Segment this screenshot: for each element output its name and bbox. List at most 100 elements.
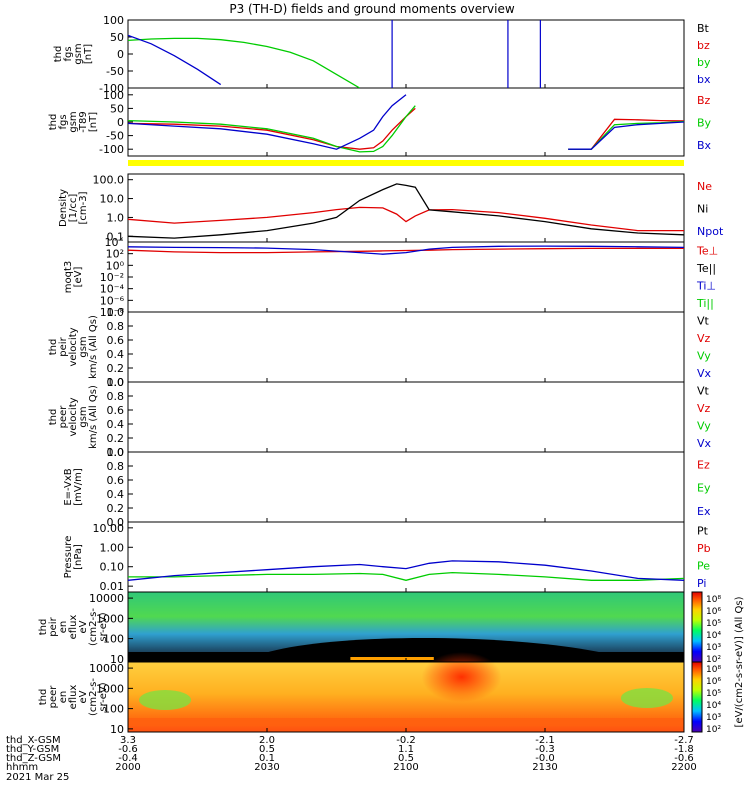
xaxis-row-value: -2.7 xyxy=(674,735,694,746)
series-group-fgs_dipole xyxy=(128,94,684,153)
xaxis-row-value: -0.6 xyxy=(674,753,694,764)
colorbar-tick-label: 10³ xyxy=(706,713,721,723)
legend-entry: Vz xyxy=(697,402,711,415)
colorbar-tick-label: 10² xyxy=(706,655,721,665)
y-axis-label-line: peir xyxy=(48,616,59,636)
y-axis-label-line: [mV/m] xyxy=(73,468,84,506)
y-axis-label-line: thd xyxy=(38,619,49,636)
xaxis-row-value: 2030 xyxy=(254,762,279,773)
y-tick-label: 1.0 xyxy=(107,211,125,224)
y-axis-label-line: Density xyxy=(58,189,69,227)
series-group-density xyxy=(128,183,684,239)
y-axis-label-line: sr-eV) xyxy=(98,682,109,711)
panel-frame xyxy=(127,521,685,593)
y-tick-label: 0.6 xyxy=(107,404,125,417)
legend-entry: by xyxy=(697,56,711,69)
y-axis-label: thdpeirenefluxeV(cm2-s-sr-eV) xyxy=(38,608,109,646)
colorbar-strip xyxy=(691,591,703,663)
y-tick-label: -50 xyxy=(106,65,124,78)
legend-entry: Vy xyxy=(697,349,711,362)
xaxis-row-value: 2000 xyxy=(115,762,140,773)
panel-ve: 1.00.80.60.40.20.0thdpeervelocitygsmkm/s… xyxy=(48,376,712,459)
y-tick-label: 0.4 xyxy=(107,488,125,501)
series-line-Pe xyxy=(128,571,684,581)
xaxis-row-value: -1.8 xyxy=(674,744,694,755)
panel-frame xyxy=(127,381,685,453)
series-line-Te⊥ xyxy=(128,247,684,254)
y-tick-label: 0.0 xyxy=(107,516,125,529)
xaxis-row-label: hhmm xyxy=(6,762,38,773)
electron-spectrogram-low-band xyxy=(128,718,684,726)
y-axis-label: Density[1/cc][cm-3] xyxy=(58,189,89,227)
y-tick-label: -50 xyxy=(106,130,124,143)
y-axis-label-line: gsm xyxy=(73,43,84,64)
y-axis-label-line: gsm xyxy=(68,111,79,132)
panel-fgs: 100 50 0 -50 -100 thdfgsgsm[nT] Bt bz by bx xyxy=(53,14,711,95)
y-axis-label-line: gsm xyxy=(78,336,89,357)
y-tick-label: 10.00 xyxy=(93,522,125,535)
legend-entry: Bx xyxy=(697,139,712,152)
y-axis-label-line: (cm2-s- xyxy=(88,678,99,716)
y-axis-label-line: -T89 xyxy=(78,111,89,133)
series-line-Ni xyxy=(128,183,684,239)
colorbar-tick-label: 10⁸ xyxy=(706,665,721,675)
colorbar-tick-label: 10³ xyxy=(706,643,721,653)
y-tick-label: 100 xyxy=(103,89,124,102)
y-axis-label-line: [cm-3] xyxy=(78,191,89,224)
panel-frame xyxy=(127,451,685,523)
y-tick-label: 0.6 xyxy=(107,474,125,487)
xaxis-row-value: 1.1 xyxy=(398,744,414,755)
series-group-temp xyxy=(128,245,684,255)
y-axis-label-line: thd xyxy=(48,339,59,356)
y-axis-label-line: thd xyxy=(48,114,59,131)
xaxis-row-value: 3.3 xyxy=(120,735,136,746)
y-tick-label: 0 xyxy=(117,48,124,61)
series-line-Pi xyxy=(128,560,684,581)
panel-ion_spec: 10000100010010thdpeirenefluxeV(cm2-s-sr-… xyxy=(38,591,685,666)
y-tick-label: 0.0 xyxy=(107,446,125,459)
y-tick-label: 1.0 xyxy=(107,446,125,459)
y-axis-label-line: [eV] xyxy=(73,267,84,288)
y-tick-label: 100 xyxy=(103,703,124,716)
xaxis-row-value: -0.3 xyxy=(535,744,555,755)
colorbar-tick-label: 10⁶ xyxy=(706,677,721,687)
y-tick-label: 0.01 xyxy=(100,580,125,593)
y-axis-label-line: velocity xyxy=(68,397,79,436)
series-line-bx xyxy=(128,34,222,86)
colorbar-tick-label: 10⁵ xyxy=(706,689,721,699)
legend-entry: Vz xyxy=(697,332,711,345)
xaxis-row-value: 2200 xyxy=(671,762,696,773)
y-axis-label-line: [nPa] xyxy=(73,544,84,570)
colorbar-tick-label: 10² xyxy=(706,725,721,735)
y-tick-label: 0.2 xyxy=(107,362,125,375)
y-axis-label: moqt3[eV] xyxy=(63,261,84,294)
colorbar-tick-label: 10⁵ xyxy=(706,619,721,629)
panel-elec_spec: 10000100010010thdpeerenefluxeV(cm2-s-sr-… xyxy=(38,652,685,736)
y-axis-label-line: [nT] xyxy=(88,112,99,132)
series-line-Ti⊥ xyxy=(128,245,684,255)
colorbar-tick-label: 10⁴ xyxy=(706,631,721,641)
legend-entry: Vt xyxy=(697,314,710,327)
y-tick-label: 10´ xyxy=(105,236,125,249)
panel-vi: 1.00.80.60.40.20.0thdpeirvelocitygsmkm/s… xyxy=(48,306,712,389)
y-axis-label-line: km/s (All Qs) xyxy=(88,385,99,449)
legend-entry: Pe xyxy=(697,559,710,572)
y-tick-label: 0.2 xyxy=(107,432,125,445)
y-axis-label-line: peer xyxy=(48,685,59,709)
series-group-fgs xyxy=(128,34,361,88)
panel-pressure: 10.00 1.00 0.10 0.01 Pressure[nPa] Pt Pb Pe Pi xyxy=(63,521,711,593)
series-line-Bx xyxy=(128,94,684,150)
colorbar-label: [eV/(cm2-s-sr-eV)] (All Qs) xyxy=(734,596,745,727)
y-axis-label: thdfgsgsm-T89[nT] xyxy=(48,111,99,133)
y-tick-label: -100 xyxy=(99,82,124,95)
ion-spectrogram-highlight xyxy=(350,657,434,660)
y-axis-label-line: velocity xyxy=(68,327,79,366)
y-tick-label: 10² xyxy=(106,248,124,261)
y-tick-label: 0.0 xyxy=(107,376,125,389)
y-tick-label: 100 xyxy=(103,14,124,27)
legend-entry: Te|| xyxy=(696,262,716,275)
y-axis-label-line: peir xyxy=(58,336,69,356)
y-axis-label: thdpeerenefluxeV(cm2-s-sr-eV) xyxy=(38,678,109,716)
y-tick-label: 0.8 xyxy=(107,320,125,333)
legend-entry: Ti|| xyxy=(696,297,714,310)
